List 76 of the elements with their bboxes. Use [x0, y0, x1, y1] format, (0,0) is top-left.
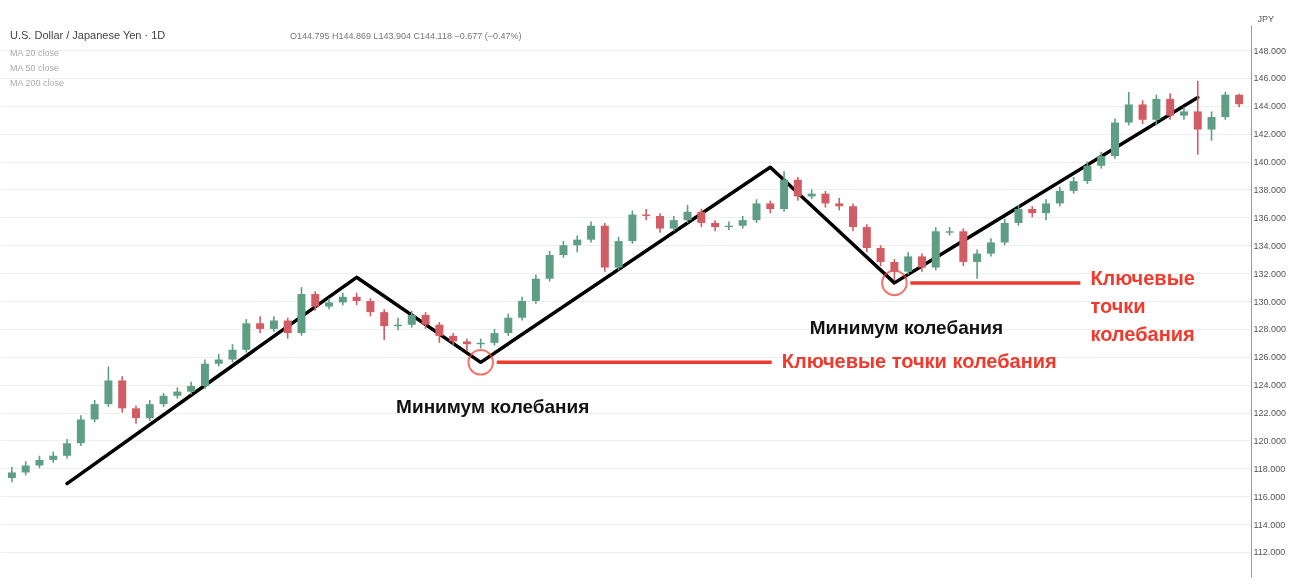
candlestick [904, 251, 913, 276]
text: O144.795 H144.869 L143.904 C144.118 −0.677 (−0.47%) [290, 31, 522, 41]
y-tick-label: 114.000 [1253, 519, 1286, 530]
y-tick-label: 128.000 [1253, 324, 1287, 335]
candlestick [973, 248, 982, 280]
chart-title: U.S. Dollar / Japanese Yen · 1D [10, 29, 166, 41]
candlestick [90, 399, 99, 424]
candlestick [1193, 79, 1202, 156]
candlestick [380, 308, 389, 341]
candlestick [1221, 91, 1230, 121]
candlestick [462, 337, 471, 352]
candlestick [200, 358, 209, 390]
candlestick [504, 312, 513, 337]
candlestick [366, 297, 375, 318]
candlestick [1152, 93, 1161, 127]
candlestick [917, 252, 926, 273]
y-tick-label: 134.000 [1253, 240, 1287, 251]
candlestick [683, 204, 692, 224]
candlestick [1166, 92, 1175, 121]
candlestick [435, 321, 444, 344]
annotation: MA 50 close [10, 63, 60, 73]
candlestick [228, 343, 237, 364]
y-tick-label: 130.000 [1253, 296, 1287, 307]
y-tick-label: 112.000 [1253, 547, 1286, 558]
y-axis-title: JPY [1257, 13, 1275, 24]
candlestick [518, 296, 527, 322]
annotation: Ключевые точки колебания [1090, 266, 1195, 345]
annotation: MA 20 close [10, 48, 60, 58]
candlestick [283, 316, 292, 340]
y-tick-label: 124.000 [1253, 380, 1287, 391]
candlestick [1014, 204, 1023, 227]
candlestick [131, 404, 140, 425]
candlestick [890, 258, 899, 281]
y-tick-label: 140.000 [1253, 157, 1287, 168]
y-tick-label: 126.000 [1253, 352, 1287, 363]
candlestick [311, 290, 320, 312]
candlestick [752, 198, 761, 224]
candlestick [1083, 160, 1092, 185]
annotation: Ключевые точки колебания [781, 350, 1057, 373]
candlestick [76, 414, 85, 447]
candlestick [655, 212, 664, 234]
y-tick-label: 138.000 [1253, 184, 1287, 195]
y-tick-label: 148.000 [1253, 45, 1287, 56]
candlestick [986, 237, 995, 258]
candlestick [1207, 110, 1216, 142]
candlestick [587, 220, 596, 244]
candlestick [1042, 198, 1051, 221]
y-tick-label: 122.000 [1253, 408, 1287, 419]
candlestick [1138, 99, 1147, 125]
candlestick [214, 353, 223, 368]
line-series [65, 95, 1200, 486]
candlestick [1000, 217, 1009, 247]
candlestick [545, 250, 554, 283]
candlestick [835, 197, 844, 212]
y-tick-label: 116.000 [1253, 491, 1286, 502]
y-tick-label: 146.000 [1253, 73, 1287, 84]
annotation: Минимум колебания [809, 316, 1003, 338]
annotation: Минимум колебания [396, 396, 590, 418]
candlestick [793, 176, 802, 202]
candlestick [1055, 185, 1064, 208]
annotation: MA 200 close [10, 78, 65, 88]
y-tick-label: 118.000 [1253, 463, 1286, 474]
candlestick [63, 438, 72, 460]
candlestick [849, 202, 858, 233]
y-tick-label: 144.000 [1253, 101, 1287, 112]
candlestick [862, 223, 871, 254]
y-tick-label: 136.000 [1253, 212, 1287, 223]
y-tick-label: 132.000 [1253, 268, 1287, 279]
candlestick [876, 244, 885, 267]
y-tick-label: 120.000 [1253, 435, 1287, 446]
candlestick [104, 365, 113, 408]
candlestick [1124, 91, 1133, 127]
candlestick [697, 208, 706, 228]
y-tick-label: 142.000 [1253, 129, 1287, 140]
candlestick [531, 273, 540, 305]
candlestick [145, 399, 154, 422]
